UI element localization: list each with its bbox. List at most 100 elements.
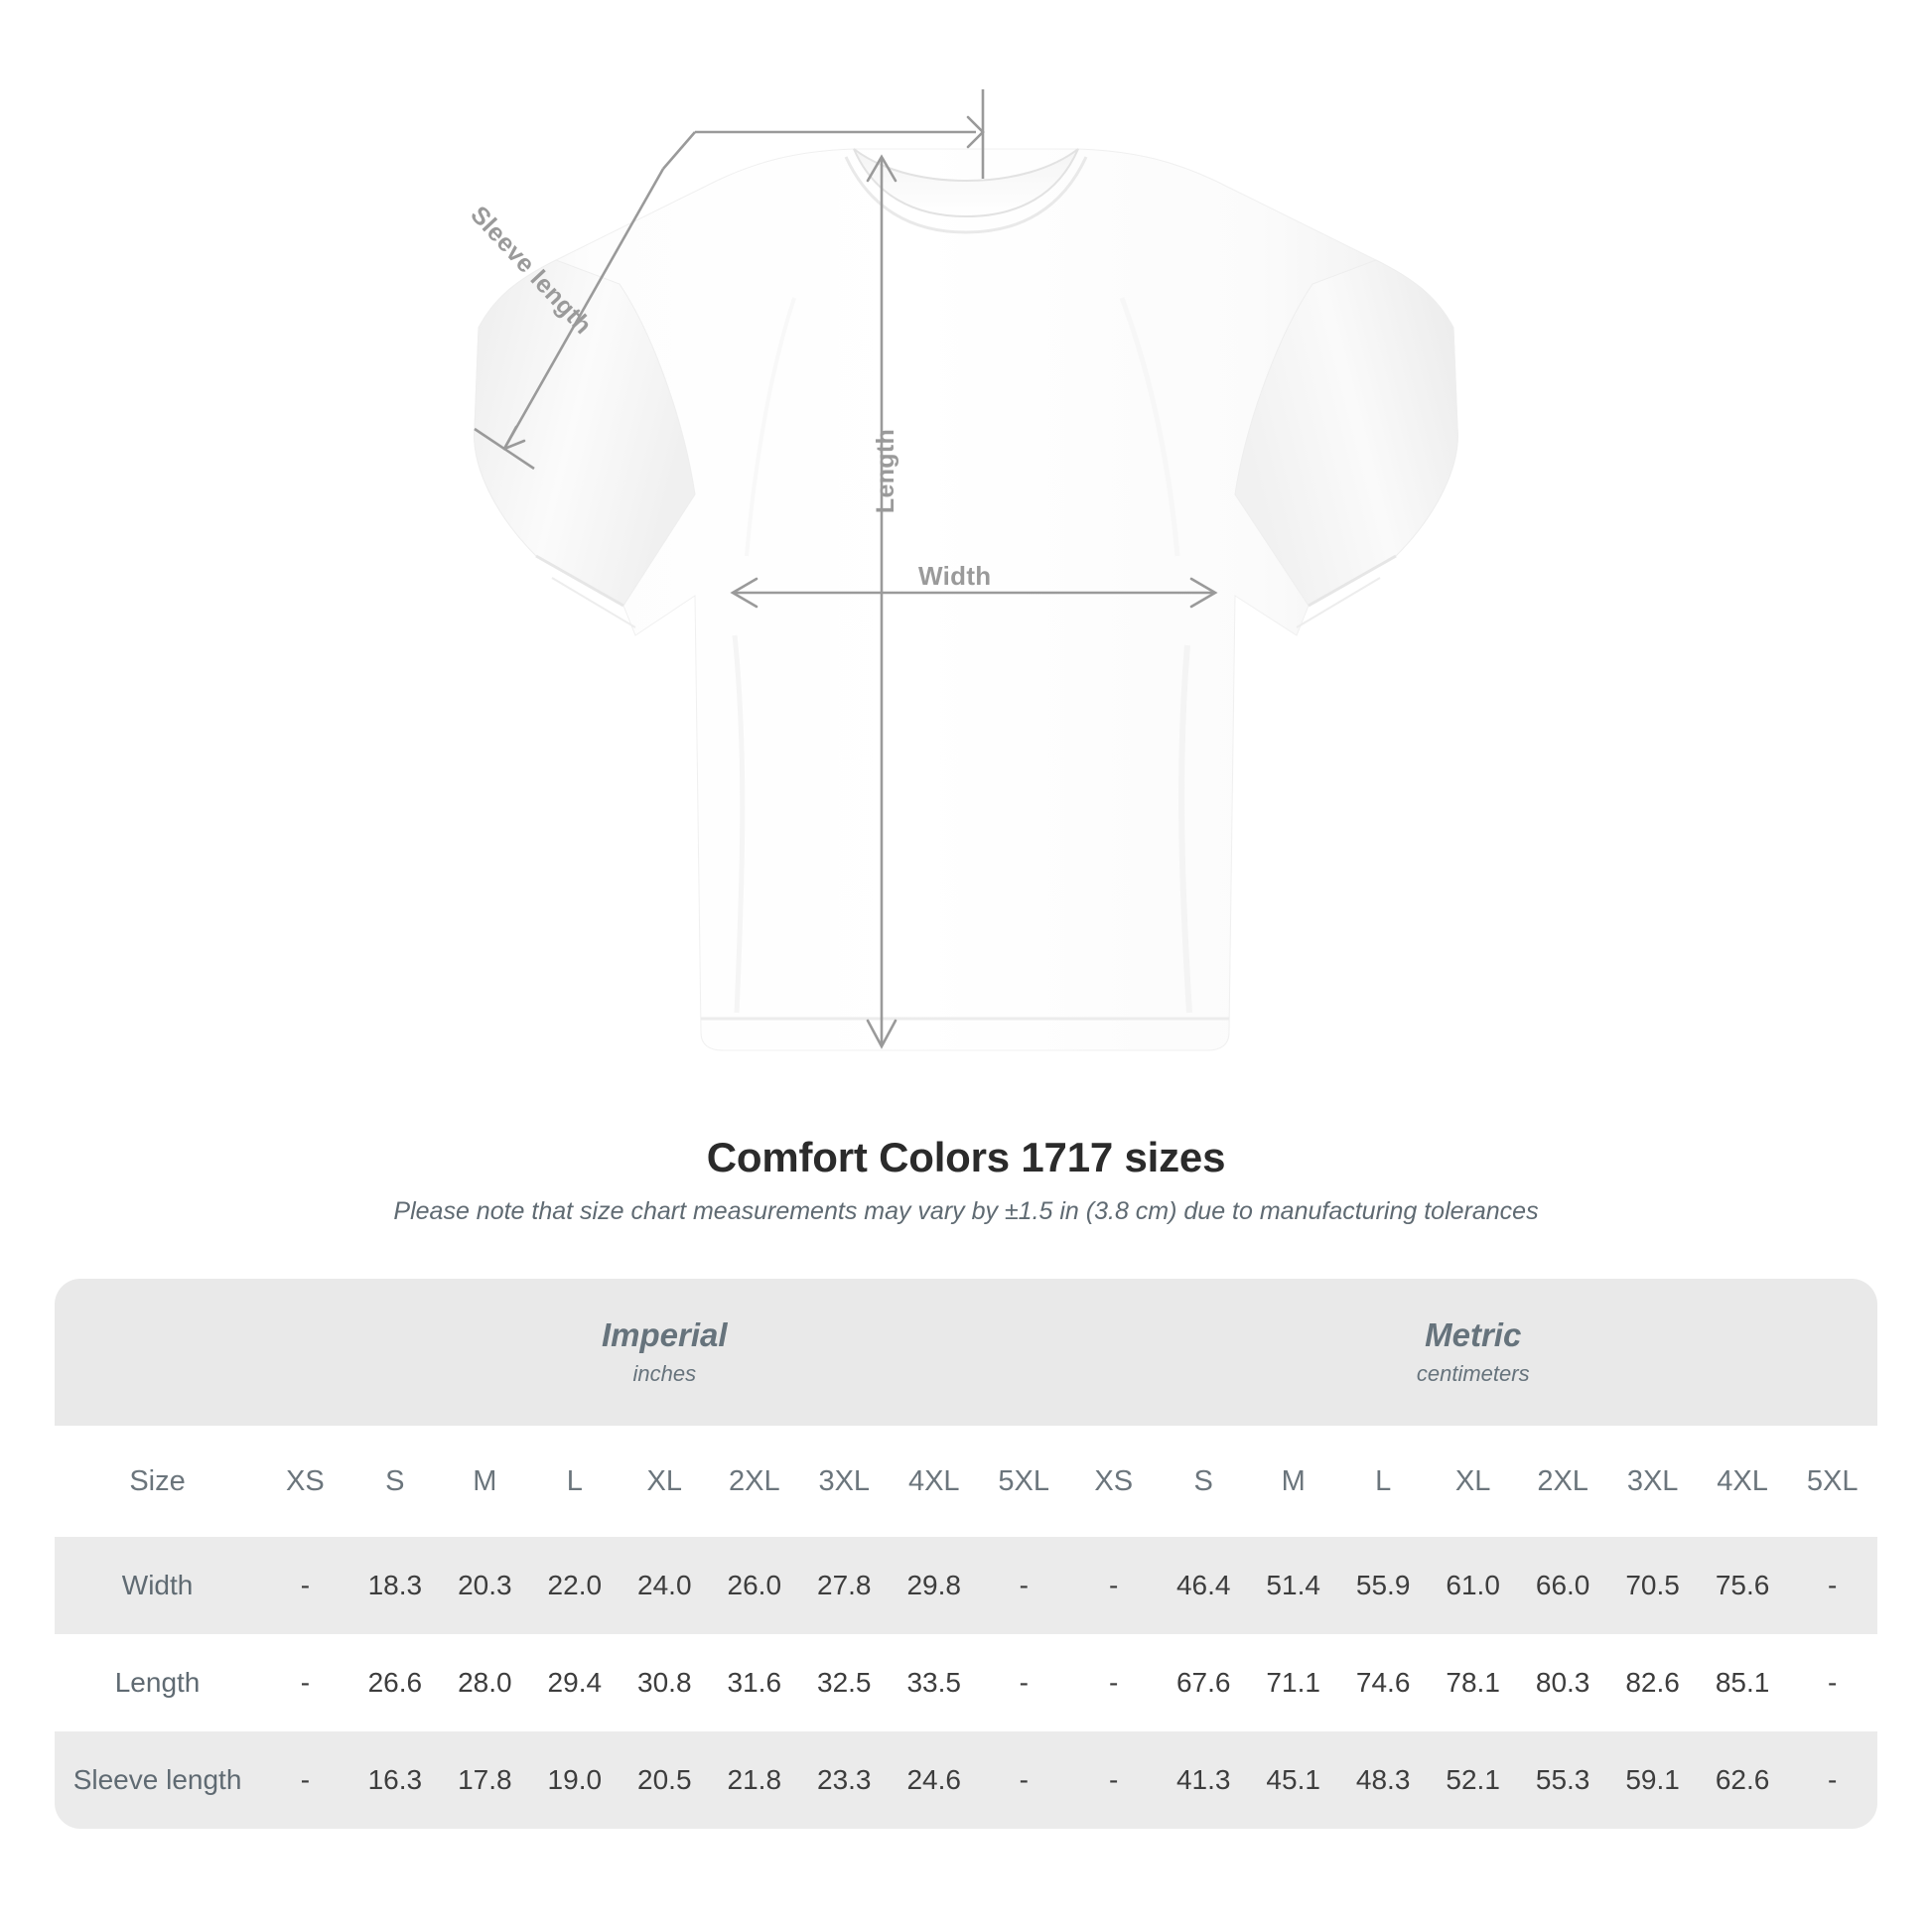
unit-header-spacer <box>55 1279 261 1426</box>
page-title: Comfort Colors 1717 sizes <box>706 1134 1226 1180</box>
size-header-metric-m: M <box>1248 1426 1338 1537</box>
title-block: Comfort Colors 1717 sizes Please note th… <box>0 1134 1932 1226</box>
cell-length-imperial-s: 26.6 <box>349 1634 441 1731</box>
unit-name-metric: Metric <box>1425 1315 1522 1353</box>
size-header-row: Size XS S M L XL 2XL 3XL 4XL 5XL XS S M … <box>55 1426 1877 1537</box>
size-chart-table: Imperial inches Metric centimeters Size … <box>55 1279 1877 1829</box>
size-header-metric-2xl: 2XL <box>1517 1426 1608 1537</box>
cell-length-imperial-2xl: 31.6 <box>709 1634 800 1731</box>
table-row: Width - 18.3 20.3 22.0 24.0 26.0 27.8 29… <box>55 1537 1877 1634</box>
cell-length-imperial-l: 29.4 <box>529 1634 621 1731</box>
cell-length-imperial-xs: - <box>260 1634 350 1731</box>
row-label-width: Width <box>55 1537 261 1634</box>
cell-length-metric-3xl: 82.6 <box>1607 1634 1698 1731</box>
cell-sleeve-imperial-m: 17.8 <box>440 1731 530 1829</box>
cell-sleeve-metric-3xl: 59.1 <box>1607 1731 1698 1829</box>
tolerance-note: Please note that size chart measurements… <box>393 1197 1539 1225</box>
shirt-body-shape <box>474 148 1458 1051</box>
cell-width-imperial-5xl: - <box>978 1537 1069 1634</box>
size-header-metric-xl: XL <box>1428 1426 1518 1537</box>
unit-sub-metric: centimeters <box>1416 1361 1530 1387</box>
cell-width-imperial-xs: - <box>260 1537 350 1634</box>
size-header-imperial-2xl: 2XL <box>709 1426 800 1537</box>
cell-width-imperial-xl: 24.0 <box>620 1537 710 1634</box>
size-header-imperial-xs: XS <box>260 1426 350 1537</box>
size-header-imperial-m: M <box>440 1426 530 1537</box>
cell-length-metric-5xl: - <box>1787 1634 1877 1731</box>
cell-length-imperial-5xl: - <box>978 1634 1069 1731</box>
tshirt-illustration: Sleeve length Length Width <box>465 89 1458 1051</box>
cell-sleeve-metric-5xl: - <box>1787 1731 1877 1829</box>
unit-name-imperial: Imperial <box>602 1315 728 1353</box>
cell-sleeve-imperial-xs: - <box>260 1731 350 1829</box>
size-header-metric-s: S <box>1158 1426 1249 1537</box>
cell-length-imperial-4xl: 33.5 <box>889 1634 979 1731</box>
cell-length-metric-l: 74.6 <box>1337 1634 1429 1731</box>
cell-width-imperial-3xl: 27.8 <box>799 1537 890 1634</box>
cell-width-metric-xs: - <box>1068 1537 1159 1634</box>
unit-header-metric: Metric centimeters <box>1068 1279 1877 1426</box>
cell-width-imperial-s: 18.3 <box>349 1537 441 1634</box>
cell-width-imperial-2xl: 26.0 <box>709 1537 800 1634</box>
cell-length-imperial-m: 28.0 <box>440 1634 530 1731</box>
row-label-length: Length <box>55 1634 261 1731</box>
cell-width-metric-s: 46.4 <box>1158 1537 1249 1634</box>
cell-length-metric-2xl: 80.3 <box>1517 1634 1608 1731</box>
size-header-metric-4xl: 4XL <box>1697 1426 1788 1537</box>
cell-sleeve-metric-xs: - <box>1068 1731 1159 1829</box>
cell-width-metric-l: 55.9 <box>1337 1537 1429 1634</box>
cell-sleeve-imperial-3xl: 23.3 <box>799 1731 890 1829</box>
cell-sleeve-imperial-l: 19.0 <box>529 1731 621 1829</box>
width-arrow <box>730 577 1218 609</box>
cell-length-metric-xl: 78.1 <box>1428 1634 1518 1731</box>
cell-sleeve-imperial-5xl: - <box>978 1731 1069 1829</box>
cell-sleeve-imperial-s: 16.3 <box>349 1731 441 1829</box>
cell-sleeve-metric-l: 48.3 <box>1337 1731 1429 1829</box>
cell-width-imperial-l: 22.0 <box>529 1537 621 1634</box>
cell-sleeve-metric-xl: 52.1 <box>1428 1731 1518 1829</box>
cell-sleeve-metric-2xl: 55.3 <box>1517 1731 1608 1829</box>
cell-length-metric-xs: - <box>1068 1634 1159 1731</box>
table-row: Sleeve length - 16.3 17.8 19.0 20.5 21.8… <box>55 1731 1877 1829</box>
size-header-imperial-xl: XL <box>620 1426 710 1537</box>
size-header-imperial-4xl: 4XL <box>889 1426 979 1537</box>
unit-header-row: Imperial inches Metric centimeters <box>55 1279 1877 1426</box>
cell-length-metric-m: 71.1 <box>1248 1634 1338 1731</box>
size-header-metric-3xl: 3XL <box>1607 1426 1698 1537</box>
size-header-metric-l: L <box>1337 1426 1429 1537</box>
cell-width-metric-xl: 61.0 <box>1428 1537 1518 1634</box>
cell-width-imperial-4xl: 29.8 <box>889 1537 979 1634</box>
width-annotation-label: Width <box>918 561 992 591</box>
unit-sub-imperial: inches <box>632 1361 697 1387</box>
size-header-imperial-3xl: 3XL <box>799 1426 890 1537</box>
cell-width-metric-m: 51.4 <box>1248 1537 1338 1634</box>
cell-sleeve-metric-4xl: 62.6 <box>1697 1731 1788 1829</box>
cell-sleeve-imperial-xl: 20.5 <box>620 1731 710 1829</box>
unit-header-imperial: Imperial inches <box>260 1279 1069 1426</box>
cell-width-metric-5xl: - <box>1787 1537 1877 1634</box>
table-row: Length - 26.6 28.0 29.4 30.8 31.6 32.5 3… <box>55 1634 1877 1731</box>
cell-sleeve-imperial-4xl: 24.6 <box>889 1731 979 1829</box>
cell-width-metric-4xl: 75.6 <box>1697 1537 1788 1634</box>
cell-width-metric-3xl: 70.5 <box>1607 1537 1698 1634</box>
measurement-arrows <box>474 89 1218 1049</box>
cell-sleeve-imperial-2xl: 21.8 <box>709 1731 800 1829</box>
size-chart-table-wrapper: Imperial inches Metric centimeters Size … <box>55 1279 1877 1829</box>
sleeve-leader-line <box>662 89 985 179</box>
cell-width-metric-2xl: 66.0 <box>1517 1537 1608 1634</box>
cell-width-imperial-m: 20.3 <box>440 1537 530 1634</box>
cell-sleeve-metric-m: 45.1 <box>1248 1731 1338 1829</box>
cell-length-imperial-xl: 30.8 <box>620 1634 710 1731</box>
size-header-imperial-s: S <box>349 1426 441 1537</box>
cell-length-metric-4xl: 85.1 <box>1697 1634 1788 1731</box>
cell-length-metric-s: 67.6 <box>1158 1634 1249 1731</box>
size-header-label: Size <box>55 1426 261 1537</box>
row-label-sleeve-length: Sleeve length <box>55 1731 261 1829</box>
tshirt-drawing <box>474 89 1458 1051</box>
size-header-imperial-5xl: 5XL <box>978 1426 1069 1537</box>
size-header-metric-xs: XS <box>1068 1426 1159 1537</box>
length-annotation-label: Length <box>872 428 900 514</box>
size-header-metric-5xl: 5XL <box>1787 1426 1877 1537</box>
size-header-imperial-l: L <box>529 1426 621 1537</box>
